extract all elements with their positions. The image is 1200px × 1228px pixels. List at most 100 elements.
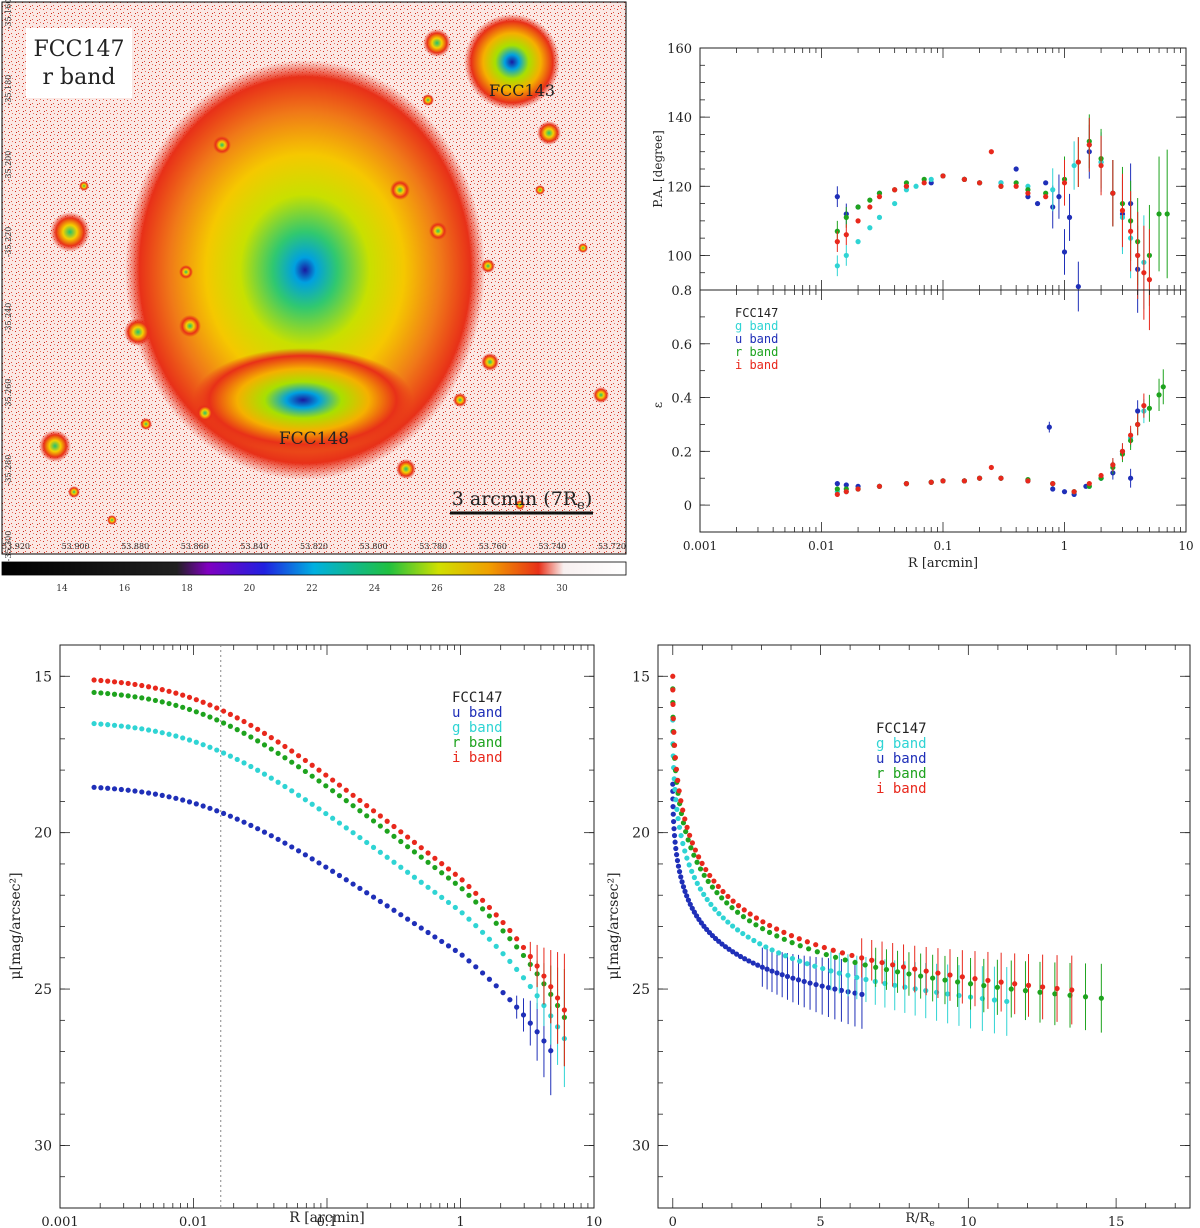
ra-tick-label: 53.800 [360, 542, 388, 551]
data-point [370, 894, 377, 900]
data-point [981, 982, 987, 989]
data-point [118, 723, 124, 729]
data-point [684, 855, 690, 861]
data-point [998, 183, 1004, 189]
data-point [821, 944, 827, 951]
data-point [774, 933, 780, 939]
data-point [289, 788, 295, 794]
data-point [98, 721, 104, 727]
data-point [111, 722, 118, 728]
data-point [814, 949, 820, 955]
data-point [91, 677, 97, 683]
data-point [234, 816, 240, 822]
galaxy-fcc148 [193, 348, 413, 452]
data-point [745, 934, 751, 940]
data-point [671, 729, 677, 735]
data-point [425, 929, 431, 936]
data-point [343, 787, 349, 793]
legend-entry: i band [876, 781, 927, 797]
data-point [411, 920, 418, 927]
data-point [801, 978, 807, 985]
data-point [1160, 384, 1166, 390]
data-point [534, 963, 540, 969]
data-point [737, 953, 744, 960]
data-point [961, 176, 967, 182]
data-point [554, 995, 561, 1001]
data-point [781, 929, 787, 935]
data-point [682, 888, 688, 894]
ra-tick-label: 53.920 [2, 542, 30, 551]
data-point [706, 929, 713, 936]
data-point [1156, 211, 1162, 217]
data-point [672, 755, 678, 761]
data-point [834, 263, 840, 269]
data-point [834, 486, 840, 492]
legend-title: FCC147 [735, 306, 778, 320]
data-point [445, 875, 452, 881]
data-point [684, 893, 690, 899]
data-point [500, 928, 506, 934]
data-point [694, 880, 700, 886]
data-point [670, 788, 676, 794]
data-point [1098, 995, 1104, 1001]
data-point [697, 886, 703, 892]
data-point [1050, 187, 1056, 193]
data-point [834, 491, 840, 497]
data-point [933, 989, 940, 995]
data-point [747, 911, 753, 917]
data-point [295, 764, 302, 770]
data-point [680, 820, 687, 826]
data-point [685, 837, 691, 843]
data-point [705, 878, 711, 884]
data-point [1043, 194, 1049, 200]
data-point [741, 907, 747, 913]
data-point [275, 836, 281, 842]
data-point [350, 803, 356, 809]
data-point [125, 724, 131, 730]
data-point [486, 976, 493, 982]
label-fcc143: FCC143 [489, 81, 555, 100]
data-point [173, 690, 179, 696]
ra-tick-label: 53.860 [181, 542, 209, 551]
data-point [797, 943, 803, 949]
data-point [459, 877, 465, 883]
data-point [541, 973, 547, 979]
data-point [507, 927, 513, 934]
scale-bar: 3 arcmin (7Re) [450, 488, 593, 515]
data-point [1146, 405, 1153, 411]
data-point [843, 489, 849, 495]
data-point [527, 953, 533, 960]
x-tick-label: 15 [1108, 1215, 1125, 1228]
data-point [687, 901, 693, 907]
data-point [1012, 981, 1018, 987]
data-point [894, 969, 901, 975]
data-point [452, 880, 458, 886]
data-point [716, 938, 722, 944]
colorbar-tick-label: 22 [306, 584, 317, 594]
data-point [541, 1002, 547, 1009]
data-point [343, 825, 349, 831]
data-point [719, 895, 725, 901]
data-point [988, 464, 994, 471]
data-point [784, 973, 791, 980]
data-point [804, 939, 810, 945]
data-point [425, 850, 431, 856]
ra-tick-label: 53.740 [538, 542, 566, 551]
data-point [486, 936, 493, 942]
series-g [91, 720, 567, 1088]
data-point [166, 700, 172, 707]
data-point [241, 730, 247, 736]
data-point [105, 722, 111, 728]
data-point [139, 682, 145, 689]
data-point [336, 872, 343, 879]
data-point [275, 739, 281, 745]
data-point [813, 942, 819, 948]
data-point [675, 815, 681, 822]
data-point [439, 894, 445, 900]
data-point [173, 795, 179, 801]
data-point [282, 755, 288, 761]
data-point [689, 840, 695, 846]
data-point [1061, 249, 1068, 255]
data-point [715, 883, 721, 890]
